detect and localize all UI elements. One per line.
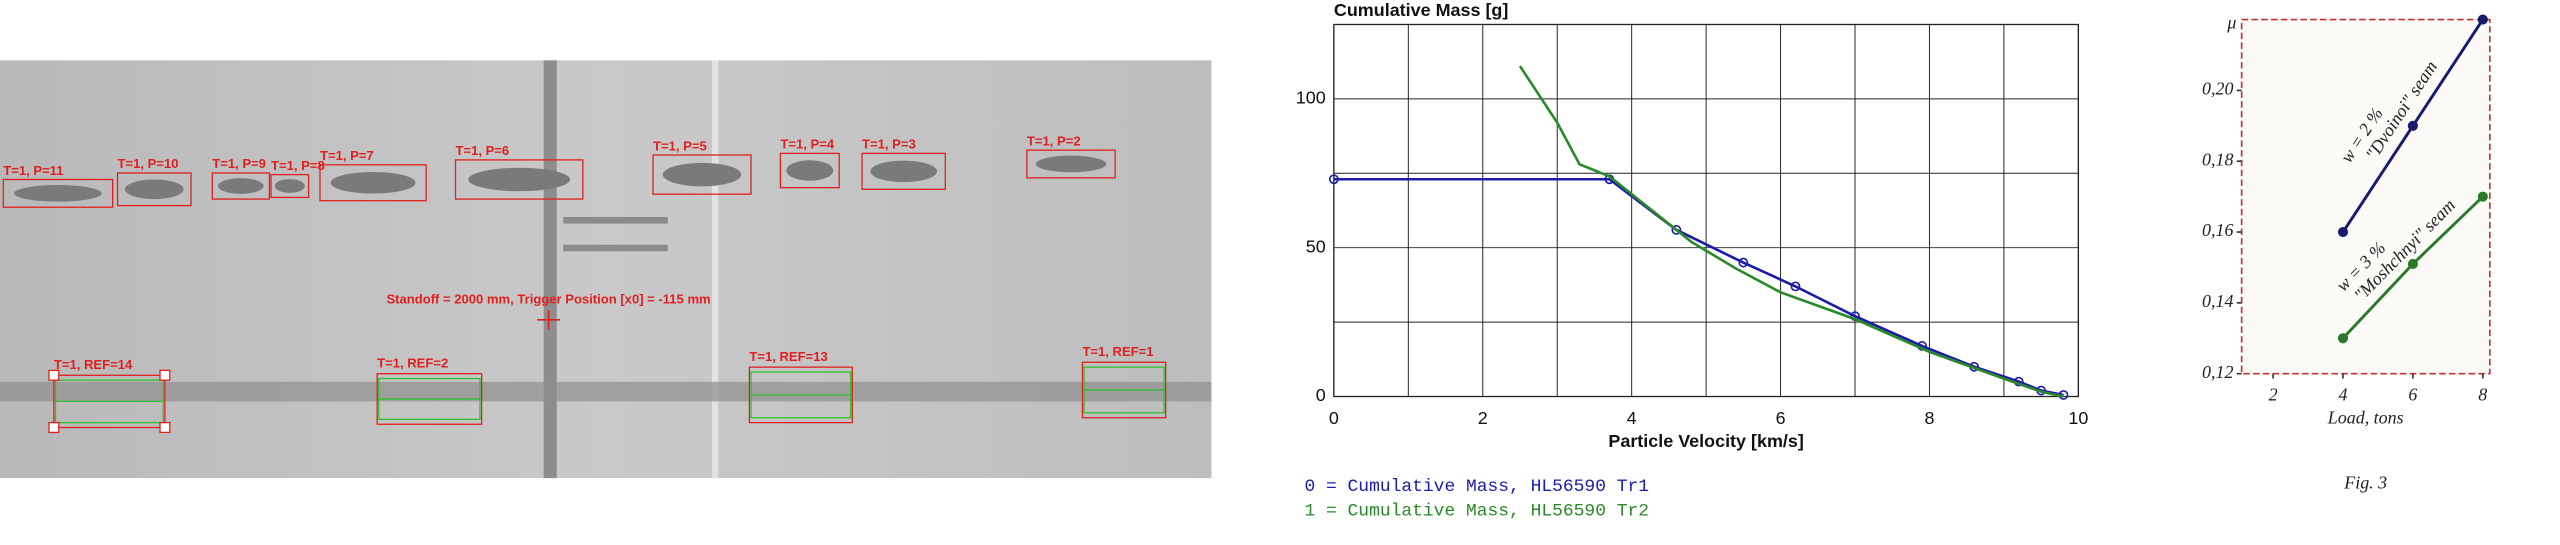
particle: [662, 162, 742, 187]
legend-entry: 0 = Cumulative Mass, HL56590 Tr1: [1304, 477, 1649, 497]
photo: Standoff = 2000 mm, Trigger Position [x0…: [0, 60, 1212, 479]
data-point: [2407, 258, 2418, 269]
chart-title: Cumulative Mass [g]: [1334, 0, 1508, 20]
particle: [330, 171, 416, 194]
particle-label: T=1, P=7: [320, 148, 374, 163]
x-axis-label: Load, tons: [2327, 407, 2404, 427]
particle-label: T=1, P=10: [118, 156, 179, 171]
y-tick-label: 0,18: [2202, 149, 2233, 169]
data-point: [1790, 281, 1801, 292]
particle-label: T=1, P=5: [653, 138, 707, 153]
y-tick-label: 0,20: [2202, 79, 2233, 99]
particle-box: [1026, 149, 1116, 179]
particle-label: T=1, P=2: [1027, 133, 1081, 148]
data-point: [2337, 333, 2349, 344]
particle: [14, 185, 102, 202]
particle-label: T=1, P=9: [212, 156, 266, 171]
y-tick-label: 0,14: [2202, 291, 2233, 311]
particle-label: T=1, P=3: [862, 137, 916, 152]
reference-box: [748, 366, 853, 424]
photo-mark: [563, 244, 668, 252]
particle: [124, 179, 184, 200]
particle-label: T=1, P=11: [3, 163, 63, 178]
handle: [159, 369, 171, 381]
photo-caption: Standoff = 2000 mm, Trigger Position [x0…: [386, 292, 710, 307]
handle: [159, 421, 171, 434]
photo-band: [0, 381, 1212, 402]
x-tick-label: 0: [1329, 408, 1339, 428]
data-point: [2477, 191, 2488, 202]
series-line: [1518, 65, 2064, 398]
particle-box: [652, 154, 752, 195]
legend-entry: 1 = Cumulative Mass, HL56590 Tr2: [1304, 501, 1649, 521]
data-point: [2477, 14, 2488, 25]
x-tick-label: 6: [1776, 408, 1786, 428]
particle: [274, 179, 305, 193]
data-point: [1738, 257, 1749, 268]
particle: [870, 160, 937, 183]
x-axis-label: Particle Velocity [km/s]: [1608, 431, 1803, 451]
particle: [468, 167, 571, 192]
reference-box: [376, 373, 483, 425]
particle: [786, 160, 834, 181]
figure-caption: Fig. 3: [2343, 473, 2387, 493]
x-tick-label: 10: [2068, 408, 2088, 428]
y-axis-label: μ: [2226, 13, 2236, 33]
x-tick-label: 2: [2269, 385, 2278, 405]
y-tick-label: 0: [1316, 385, 1326, 405]
reference-label: T=1, REF=14: [54, 357, 133, 372]
y-tick-label: 100: [1296, 88, 1326, 108]
photo-pole: [543, 60, 557, 479]
reference-box: [1081, 361, 1167, 419]
data-point: [2337, 226, 2349, 238]
particle: [1035, 155, 1107, 173]
photo-background: [0, 60, 1212, 479]
data-point: [1671, 224, 1682, 235]
reference-label: T=1, REF=1: [1082, 344, 1153, 359]
particle: [217, 178, 264, 194]
reference-label: T=1, REF=2: [377, 355, 448, 370]
particle-label: T=1, P=8: [271, 158, 325, 173]
data-point: [2407, 120, 2418, 131]
particle-box: [319, 164, 427, 202]
reference-box: [53, 374, 166, 429]
x-tick-label: 8: [1924, 408, 1934, 428]
particle-label: T=1, P=6: [456, 143, 510, 158]
data-point: [1328, 174, 1339, 185]
x-tick-label: 4: [1627, 408, 1637, 428]
y-tick-label: 0,16: [2202, 220, 2233, 240]
particle-box: [2, 178, 114, 208]
x-tick-label: 8: [2478, 385, 2487, 405]
x-tick-label: 4: [2339, 385, 2348, 405]
handle: [48, 421, 60, 434]
reference-label: T=1, REF=13: [749, 349, 827, 364]
particle-box: [270, 173, 310, 199]
particle-label: T=1, P=4: [780, 137, 834, 152]
particle-box: [454, 159, 584, 200]
y-tick-label: 50: [1306, 236, 1326, 256]
particle-box: [779, 152, 840, 189]
x-tick-label: 2: [1478, 408, 1488, 428]
x-tick-label: 6: [2408, 385, 2417, 405]
particle-box: [116, 172, 192, 207]
particle-box: [861, 152, 946, 190]
photo-streak: [711, 60, 719, 479]
y-tick-label: 0,12: [2202, 362, 2233, 382]
handle: [48, 369, 60, 381]
particle-box: [211, 172, 271, 200]
photo-mark: [563, 217, 668, 224]
